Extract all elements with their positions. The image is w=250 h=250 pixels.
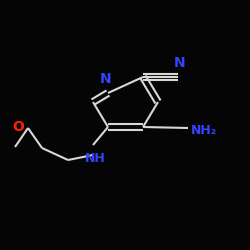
Text: O: O	[12, 120, 24, 134]
Text: NH: NH	[84, 152, 105, 165]
Text: N: N	[174, 56, 186, 70]
Text: N: N	[100, 72, 112, 86]
Text: NH₂: NH₂	[191, 124, 217, 136]
